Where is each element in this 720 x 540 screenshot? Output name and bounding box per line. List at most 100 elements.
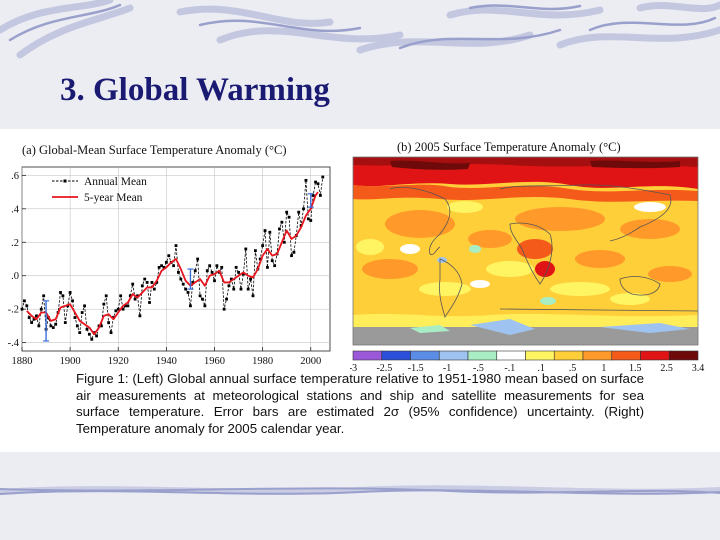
annual-mean-point [49,324,53,328]
annual-mean-point [37,324,41,328]
annual-mean-point [311,194,315,197]
annual-mean-point [290,254,293,258]
annual-mean-point [90,337,94,341]
anomaly-map-field [353,157,698,345]
chart-a-title: (a) Global-Mean Surface Temperature Anom… [22,143,287,157]
annual-mean-point [80,311,84,314]
annual-mean-point [222,307,226,311]
x-tick-label: 1980 [252,356,273,367]
annual-mean-point [104,294,108,298]
annual-mean-point [116,307,120,311]
y-tick-label: .0 [11,271,19,282]
global-mean-temperature-chart: (a) Global-Mean Surface Temperature Anom… [8,143,331,367]
annual-mean-point [246,287,250,291]
annual-mean-point [112,316,115,319]
annual-mean-point [78,331,82,334]
annual-mean-point [133,297,137,301]
temperature-anomaly-map: (b) 2005 Surface Temperature Anomaly (°C… [350,140,705,374]
colorbar-swatch [438,350,469,361]
y-tick-label: .2 [11,238,19,249]
colorbar-swatch [410,350,440,361]
annual-mean-point [157,265,161,269]
annual-mean-point [114,309,118,313]
legend-annual-marker [63,179,67,183]
legend-five-year-label: 5-year Mean [84,192,143,204]
y-tick-label: .6 [11,171,19,182]
annual-mean-point [309,219,313,222]
x-tick-label: 1880 [12,356,33,367]
annual-mean-point [124,304,127,308]
annual-mean-point [143,277,147,281]
annual-mean-point [186,291,190,294]
annual-mean-point [189,304,192,308]
annual-mean-point [254,249,257,253]
annual-mean-point [107,321,111,324]
decorative-header-band [0,0,720,60]
annual-mean-point [150,281,154,284]
colorbar: -3 -2.5 -1.5 -1 -.5 -.1 .1 .5 1 1.5 2.5 3.4 [350,350,705,374]
annual-mean-point [292,250,296,254]
five-year-mean-line [26,191,319,336]
annual-mean-point [229,277,233,281]
annual-mean-point [316,182,320,186]
colorbar-tick-label: -2.5 [376,363,392,374]
colorbar-tick-label: .1 [537,363,545,374]
annual-mean-point [232,287,236,291]
slide-title: 3. Global Warming [60,72,330,108]
annual-mean-point [75,324,79,328]
annual-mean-point [191,281,195,284]
annual-mean-point [215,264,219,268]
annual-mean-point [261,244,265,248]
error-bar [43,300,50,342]
annual-mean-point [92,331,96,334]
error-bar [187,268,194,290]
annual-mean-point [304,178,308,182]
annual-mean-point [220,265,224,269]
annual-mean-point [244,247,248,251]
y-tick-label: -.2 [8,305,19,316]
colorbar-swatch [352,350,383,361]
error-bar [307,193,314,208]
annual-mean-point [258,257,262,261]
annual-mean-point [128,294,132,298]
chart-legend: Annual Mean 5-year Mean [52,176,147,204]
annual-mean-point [138,314,142,318]
annual-mean-point [68,291,72,294]
annual-mean-point [126,304,130,308]
annual-mean-point [251,294,255,298]
colorbar-tick-label: 3.4 [692,363,705,374]
annual-mean-point [203,304,207,308]
annual-mean-point [196,257,200,261]
chart-b-title: (b) 2005 Surface Temperature Anomaly (°C… [397,140,621,154]
colorbar-swatch [496,350,526,361]
annual-mean-point [318,194,322,197]
annual-mean-point [306,217,310,221]
annual-mean-point [71,299,74,303]
colorbar-tick-label: 1.5 [629,363,642,374]
x-tick-label: 1920 [108,356,129,367]
annual-mean-point [210,270,214,274]
annual-mean-point [234,265,238,269]
annual-mean-point [285,210,289,214]
annual-mean-point [241,272,245,276]
annual-mean-point [237,270,240,274]
annual-mean-point [164,260,168,264]
annual-mean-point [208,264,212,268]
annual-mean-point [42,294,46,298]
annual-mean-point [30,321,34,324]
annual-mean-point [167,254,171,258]
annual-mean-point [280,220,284,224]
annual-mean-point [63,321,67,324]
annual-mean-point [297,210,301,214]
x-tick-label: 2000 [300,356,321,367]
annual-mean-point [227,284,231,288]
colorbar-swatch [525,350,555,361]
x-tick-label: 1900 [60,356,81,367]
annual-mean-point [282,240,286,244]
annual-mean-point [59,291,62,294]
annual-mean-point [263,229,267,232]
annual-mean-point [102,302,106,306]
colorbar-swatch [582,350,613,361]
annual-mean-point [184,287,188,291]
annual-mean-point [131,282,135,286]
